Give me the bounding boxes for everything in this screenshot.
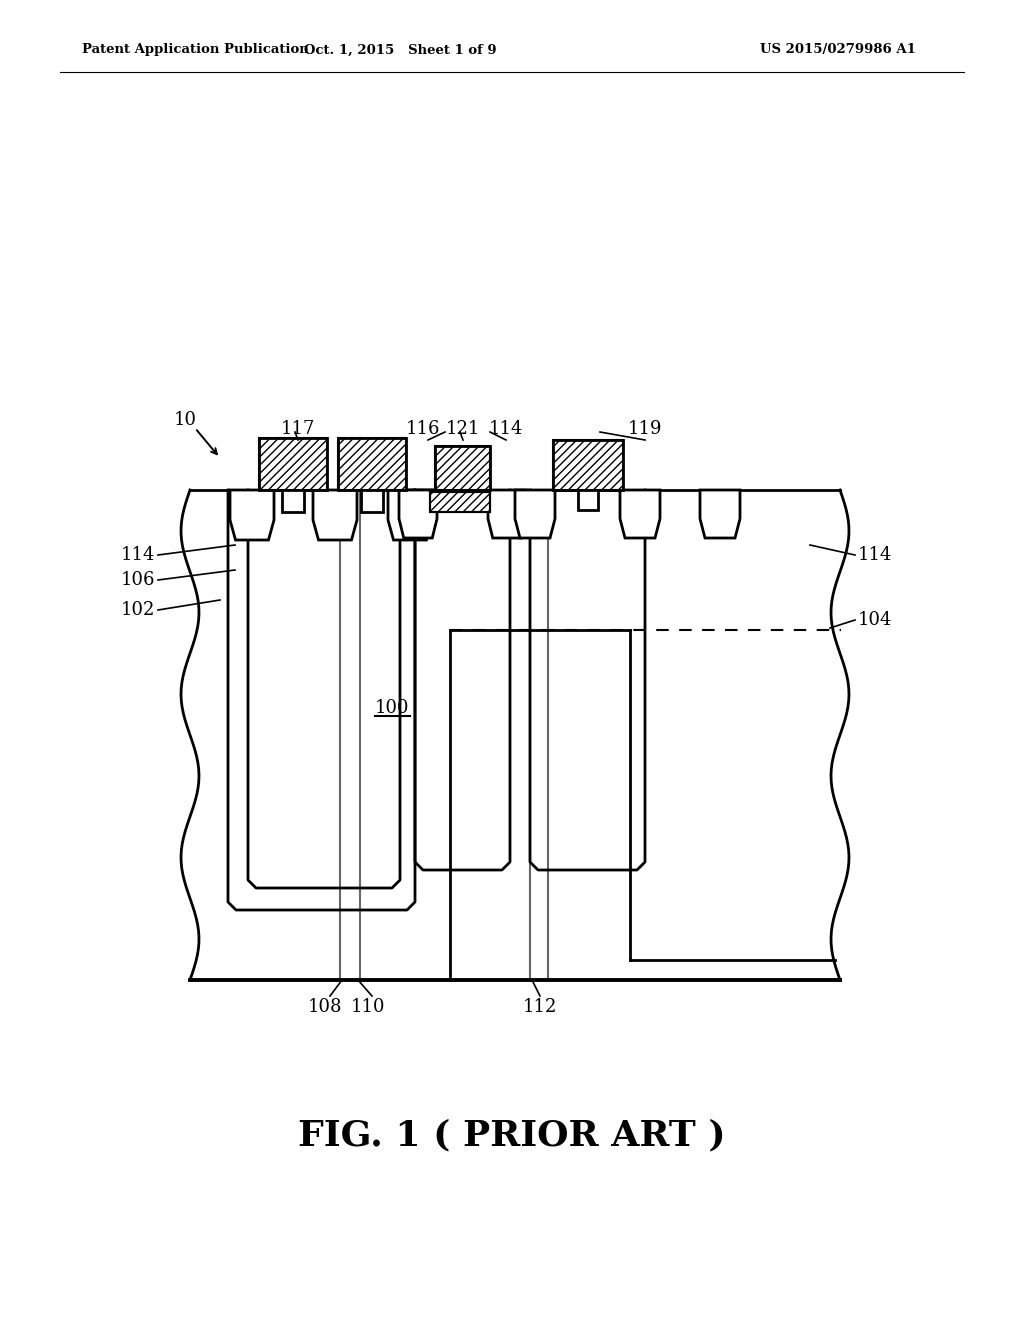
- Text: 102: 102: [121, 601, 155, 619]
- Bar: [434, 446, 489, 490]
- Text: 114: 114: [488, 420, 523, 438]
- Text: 110: 110: [351, 998, 385, 1016]
- Text: 106: 106: [121, 572, 155, 589]
- Text: Patent Application Publication: Patent Application Publication: [82, 44, 309, 57]
- Text: 119: 119: [628, 420, 663, 438]
- Polygon shape: [620, 490, 660, 539]
- Polygon shape: [488, 490, 526, 539]
- Bar: [430, 492, 490, 512]
- Text: 117: 117: [281, 420, 315, 438]
- Text: 114: 114: [121, 546, 155, 564]
- Bar: [282, 490, 304, 512]
- Bar: [259, 438, 327, 490]
- Bar: [361, 490, 383, 512]
- Polygon shape: [388, 490, 432, 540]
- Text: 112: 112: [523, 998, 557, 1016]
- Text: US 2015/0279986 A1: US 2015/0279986 A1: [760, 44, 915, 57]
- Text: 104: 104: [858, 611, 892, 630]
- Bar: [453, 490, 471, 510]
- Bar: [434, 446, 489, 490]
- Bar: [338, 438, 406, 490]
- Bar: [434, 446, 489, 490]
- Bar: [430, 492, 490, 512]
- Text: 108: 108: [308, 998, 342, 1016]
- Text: 114: 114: [858, 546, 892, 564]
- Bar: [578, 490, 598, 510]
- Bar: [553, 440, 623, 490]
- Text: 10: 10: [173, 411, 197, 429]
- Bar: [553, 440, 623, 490]
- Polygon shape: [313, 490, 357, 540]
- Text: Oct. 1, 2015   Sheet 1 of 9: Oct. 1, 2015 Sheet 1 of 9: [304, 44, 497, 57]
- Polygon shape: [399, 490, 437, 539]
- Bar: [338, 438, 406, 490]
- Bar: [553, 440, 623, 490]
- Text: 100: 100: [375, 700, 410, 717]
- Polygon shape: [515, 490, 555, 539]
- Polygon shape: [230, 490, 274, 540]
- Bar: [259, 438, 327, 490]
- Bar: [259, 438, 327, 490]
- Text: 121: 121: [445, 420, 480, 438]
- Polygon shape: [181, 490, 849, 979]
- Text: FIG. 1 ( PRIOR ART ): FIG. 1 ( PRIOR ART ): [298, 1118, 726, 1152]
- Bar: [430, 492, 490, 512]
- Bar: [338, 438, 406, 490]
- Text: 116: 116: [406, 420, 440, 438]
- Polygon shape: [700, 490, 740, 539]
